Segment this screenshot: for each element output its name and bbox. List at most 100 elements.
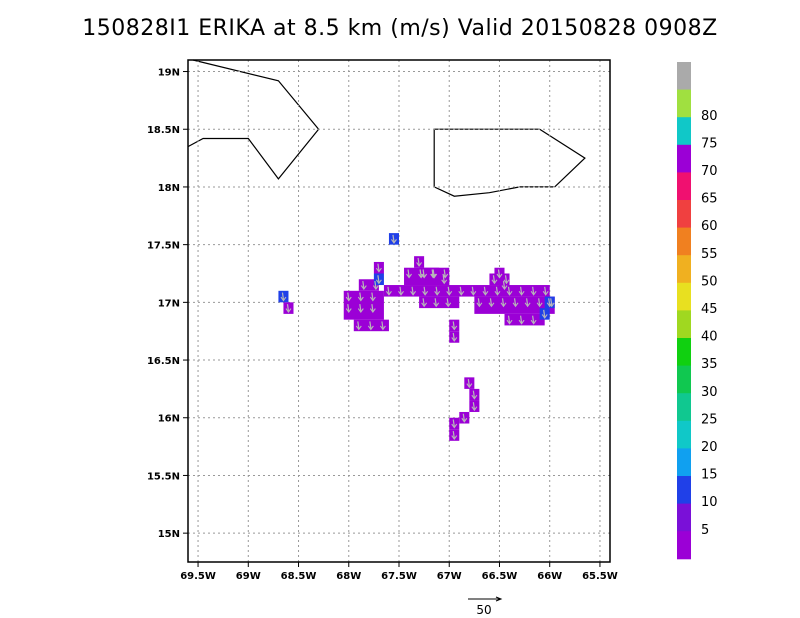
colorbar-label: 35 (701, 357, 718, 372)
wind-arrow-head (410, 290, 417, 296)
x-tick-label: 66.5W (482, 571, 518, 582)
colorbar-label: 5 (701, 523, 709, 538)
wind-arrow-head (530, 290, 537, 296)
wind-arrow (492, 275, 496, 283)
wind-arrow (507, 286, 511, 294)
colorbar-swatch (677, 393, 691, 422)
wind-arrow (452, 321, 455, 329)
x-tick-label: 69.5W (180, 571, 216, 582)
y-axis-ticks: 19N 18.5N 18N 17.5N 17N 16.5N 16N 15.5N 15N (147, 68, 188, 540)
wind-arrow (359, 292, 362, 300)
wind-arrow-head (461, 417, 468, 423)
wind-arrow-head (357, 296, 364, 302)
wind-arrow (477, 298, 480, 306)
colorbar-swatch (677, 255, 691, 284)
colorbar-swatch (677, 227, 691, 256)
colorbar-swatch (677, 531, 691, 560)
wind-arrow (452, 332, 455, 341)
wind-arrow-head (431, 273, 438, 279)
wind-arrow (443, 269, 446, 277)
x-tick-label: 65.5W (582, 571, 618, 582)
wind-arrow (544, 286, 547, 294)
colorbar-label: 10 (701, 495, 718, 510)
reference-vector: 50 (468, 596, 503, 617)
y-tick-label: 19N (158, 68, 180, 79)
wind-cell-block (353, 319, 389, 332)
colorbar-swatch (677, 200, 691, 229)
chart-title: 150828I1 ERIKA at 8.5 km (m/s) Valid 201… (82, 16, 718, 41)
wind-vectors (280, 234, 555, 441)
wind-arrow-head (506, 290, 513, 296)
wind-arrow-head (375, 267, 382, 273)
wind-arrow (472, 402, 475, 410)
wind-arrow-head (442, 273, 449, 279)
wind-arrow-head (451, 325, 458, 331)
wind-arrow (548, 298, 551, 306)
wind-cell-block (343, 290, 384, 320)
wind-arrow-head (482, 290, 489, 296)
x-tick-label: 68.5W (281, 571, 317, 582)
wind-arrow (532, 315, 535, 323)
wind-arrow (422, 269, 425, 277)
wind-arrow-head (367, 325, 374, 331)
wind-arrow (423, 286, 426, 294)
wind-cell-block (419, 296, 460, 309)
wind-arrow-head (488, 302, 495, 308)
wind-arrow-head (458, 290, 465, 296)
wind-arrow (519, 286, 523, 294)
x-axis-ticks: 69.5W 69W 68.5W 68W 67.5W 67W 66.5W 66W 65.5W (180, 562, 618, 582)
wind-arrow (347, 292, 350, 300)
wind-arrow-head (506, 319, 513, 325)
colorbar-label: 25 (701, 412, 718, 427)
wind-arrow (374, 280, 377, 289)
wind-arrow (442, 275, 445, 283)
colorbar-label: 70 (701, 164, 718, 179)
wind-arrow-head (518, 319, 525, 325)
wind-arrow-head (441, 279, 448, 285)
wind-arrow (471, 286, 474, 294)
wind-arrow (501, 298, 505, 306)
wind-arrow-head (433, 302, 440, 308)
y-tick-label: 16.5N (147, 356, 180, 367)
wind-arrow-head (357, 308, 364, 314)
colorbar-swatch (677, 503, 691, 532)
wind-arrow (387, 286, 390, 294)
colorbar-swatch (677, 282, 691, 311)
wind-arrow-head (451, 423, 458, 429)
wind-arrow-head (470, 290, 477, 296)
colorbar-swatch (677, 62, 691, 91)
wind-arrow (495, 286, 499, 294)
wind-arrow-head (345, 296, 352, 302)
colorbar-label: 15 (701, 468, 718, 483)
colorbar-label: 45 (701, 302, 718, 317)
coastline-0 (187, 59, 320, 180)
wind-arrow (467, 379, 470, 387)
wind-arrow-head (421, 273, 428, 279)
wind-arrow (371, 304, 374, 312)
colorbar-label: 65 (701, 192, 718, 207)
coastline-1 (433, 128, 586, 197)
colorbar-label: 30 (701, 385, 718, 400)
wind-arrow (371, 292, 374, 300)
y-tick-label: 18N (158, 183, 180, 194)
wind-arrow-head (379, 325, 386, 331)
wind-arrow-head (391, 239, 397, 244)
wind-arrow (381, 321, 384, 329)
wind-arrow-head (445, 302, 452, 308)
wind-cell-block (383, 285, 550, 297)
wind-arrow-head (369, 296, 376, 302)
colorbar-swatch (677, 310, 691, 339)
colorbar-label: 40 (701, 330, 718, 345)
wind-arrow (507, 315, 511, 323)
colorbar: 5 10 15 20 25 30 35 40 45 50 55 60 65 70 75 80 (677, 62, 718, 560)
wind-arrow (281, 292, 285, 300)
wind-cells (278, 233, 555, 441)
wind-arrow-head (530, 319, 537, 325)
x-tick-label: 67.5W (381, 571, 417, 582)
wind-arrow (472, 390, 475, 398)
wind-arrow (489, 298, 493, 306)
reference-label: 50 (476, 603, 491, 617)
wind-arrow (359, 304, 362, 312)
wind-arrow (538, 298, 541, 306)
colorbar-swatch (677, 172, 691, 201)
